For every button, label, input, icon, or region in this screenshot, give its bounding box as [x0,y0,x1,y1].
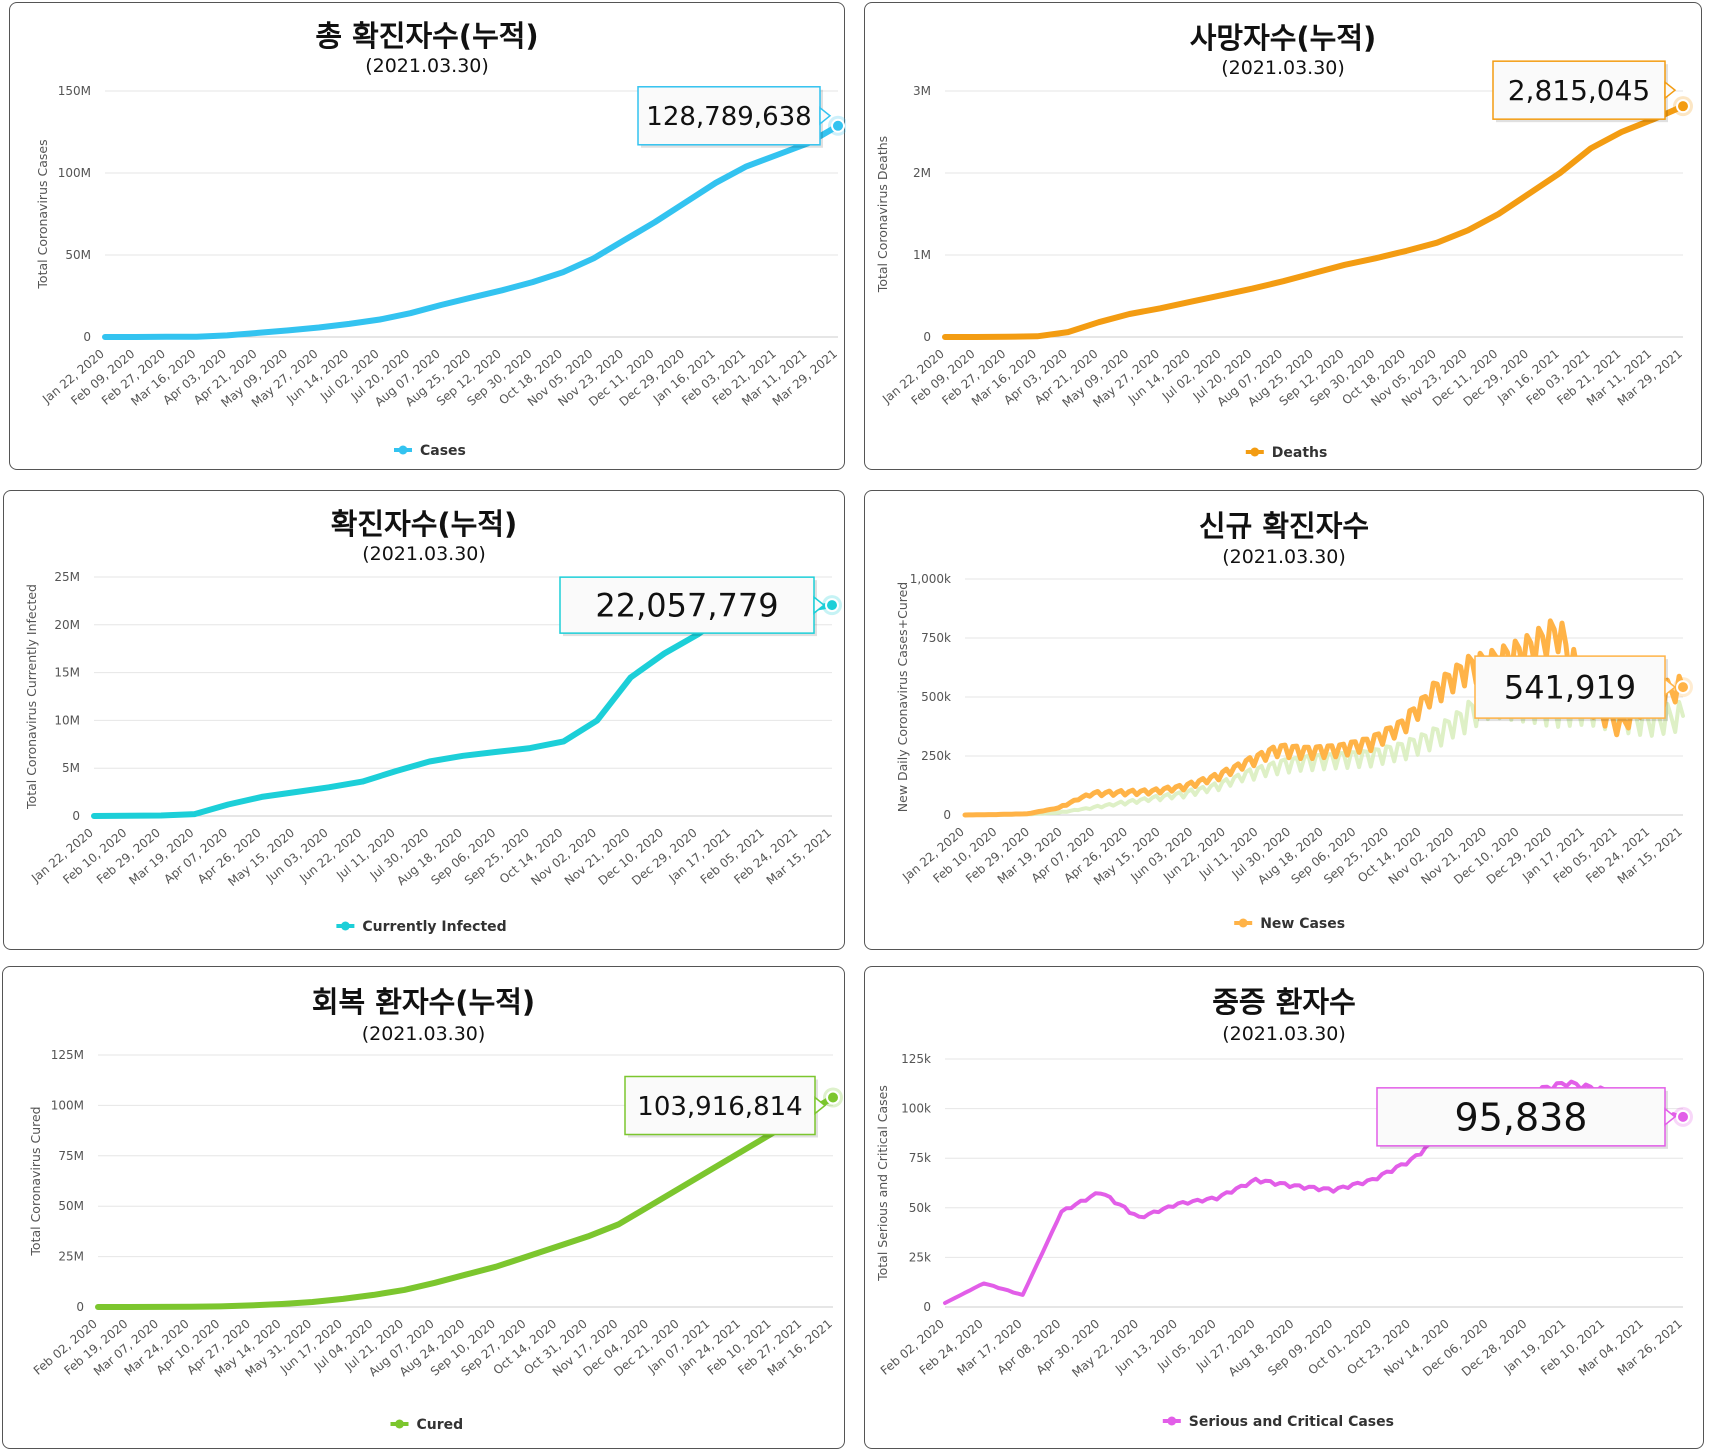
y-tick-label: 1M [913,248,931,262]
y-tick-label: 0 [83,330,91,344]
legend-item[interactable]: Cured [390,1417,464,1433]
chart-date: (2021.03.30) [1222,1023,1346,1045]
legend-item[interactable]: Currently Infected [336,919,507,935]
y-tick-label: 25M [58,1250,84,1264]
y-tick-label: 1,000k [910,572,951,586]
chart-date: (2021.03.30) [365,55,489,77]
y-tick-label: 25k [909,1250,931,1264]
legend-item[interactable]: Deaths [1245,445,1328,461]
callout-value: 128,789,638 [646,102,811,132]
chart-panel-new-cases: 신규 확진자수 (2021.03.30) 0 250k 500k 750k 1,000k… [864,490,1704,950]
series-line-new-cases [962,618,1686,818]
chart-title: 확진자수(누적) [330,507,518,541]
y-tick-label: 15M [54,666,80,680]
x-tick-label: May 22, 2020 [1069,1317,1141,1380]
y-tick-label: 0 [943,808,951,822]
legend-label: Serious and Critical Cases [1189,1414,1394,1430]
series-line-serious-and-critical-cases [943,1079,1685,1305]
callout-value: 2,815,045 [1508,74,1651,107]
series-line-deaths [942,103,1686,340]
legend-label: Cured [417,1417,464,1433]
y-tick-label: 50M [65,248,91,262]
last-point-marker[interactable] [1676,1109,1690,1124]
value-callout: 22,057,779 [559,576,826,637]
legend-item[interactable]: Cases [394,443,466,459]
last-point-marker[interactable] [1676,99,1690,114]
y-axis-label: Total Coronavirus Cases [35,139,50,289]
value-callout: 2,815,045 [1492,60,1677,123]
last-point-marker[interactable] [831,118,845,133]
last-point-marker[interactable] [825,598,839,613]
y-tick-label: 750k [921,631,951,645]
chart-panel-serious: 중증 환자수 (2021.03.30) 0 25k 50k 75k 100k 125k To… [864,966,1704,1449]
y-axis-label: Total Coronavirus Deaths [875,136,890,293]
y-axis-label: Total Serious and Critical Cases [875,1085,890,1282]
chart-date: (2021.03.30) [361,1023,486,1045]
legend-item[interactable]: New Cases [1234,916,1345,932]
chart-panel-total-cases: 총 확진자수(누적) (2021.03.30) 0 50M 100M 150M Tota… [9,2,846,470]
chart-date: (2021.03.30) [1221,57,1345,79]
y-tick-label: 10M [54,713,80,727]
series-line-cases [102,122,841,340]
y-tick-label: 75k [909,1151,931,1165]
value-callout: 128,789,638 [637,86,832,148]
value-callout: 95,838 [1376,1087,1677,1149]
y-axis-label: Total Coronavirus Cured [28,1106,43,1256]
y-tick-label: 500k [921,690,951,704]
legend-label: Cases [420,443,466,459]
y-tick-label: 25M [54,570,80,584]
y-tick-label: 50M [58,1199,84,1213]
value-callout: 103,916,814 [624,1075,827,1138]
legend-label: Deaths [1272,445,1328,461]
last-point-marker[interactable] [1676,680,1690,695]
y-axis-label: New Daily Coronavirus Cases+Cured [895,582,910,812]
y-tick-label: 100M [58,166,91,180]
legend-item[interactable]: Serious and Critical Cases [1162,1414,1394,1430]
chart-panel-currently-infected: 확진자수(누적) (2021.03.30) 0 5M 10M 15M 20M 25M Tot… [3,490,845,950]
chart-date: (2021.03.30) [1222,546,1346,568]
callout-value: 95,838 [1455,1096,1588,1140]
y-tick-label: 100k [901,1102,931,1116]
chart-date: (2021.03.30) [362,543,486,565]
y-tick-label: 75M [58,1149,84,1163]
y-tick-label: 125k [901,1052,931,1066]
y-tick-label: 5M [62,761,80,775]
y-tick-label: 150M [58,84,91,98]
y-tick-label: 250k [921,749,951,763]
chart-title: 신규 확진자수 [1198,509,1370,543]
y-axis-label: Total Coronavirus Currently Infected [24,584,39,810]
y-tick-label: 50k [909,1201,931,1215]
value-callout: 541,919 [1474,655,1677,722]
callout-value: 541,919 [1504,669,1636,707]
callout-value: 22,057,779 [595,587,778,625]
y-tick-label: 100M [51,1098,84,1112]
series-line-cured [95,1094,836,1310]
y-tick-label: 125M [51,1048,84,1062]
y-tick-label: 20M [54,618,80,632]
last-point-marker[interactable] [826,1090,840,1105]
legend-label: Currently Infected [362,919,506,935]
chart-title: 회복 환자수(누적) [311,985,536,1019]
legend-label: New Cases [1260,916,1345,932]
chart-title: 중증 환자수 [1212,985,1356,1019]
chart-title: 사망자수(누적) [1189,21,1377,55]
callout-value: 103,916,814 [637,1092,802,1122]
y-tick-label: 0 [923,1300,931,1314]
y-tick-label: 0 [72,809,80,823]
chart-title: 총 확진자수(누적) [315,19,539,53]
chart-panel-deaths: 사망자수(누적) (2021.03.30) 0 1M 2M 3M Total Coron… [864,2,1702,470]
chart-panel-cured: 회복 환자수(누적) (2021.03.30) 0 25M 50M 75M 100M 12… [2,966,845,1449]
y-tick-label: 3M [913,84,931,98]
y-tick-label: 0 [76,1300,84,1314]
y-tick-label: 2M [913,166,931,180]
y-tick-label: 0 [923,330,931,344]
